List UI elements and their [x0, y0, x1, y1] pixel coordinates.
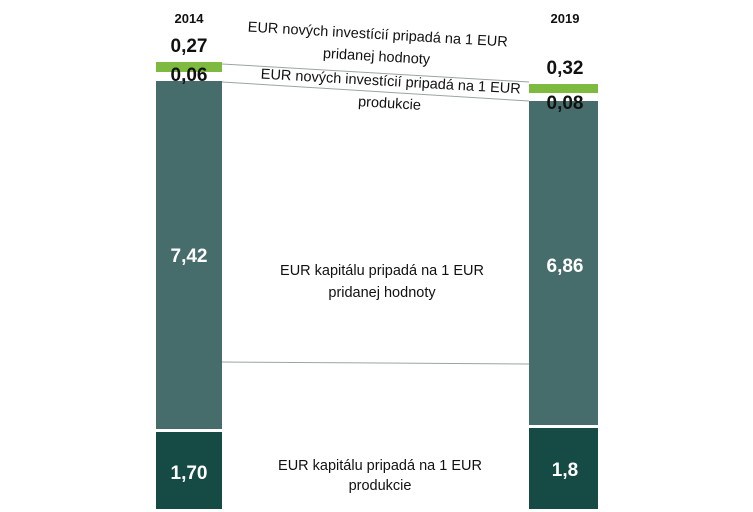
connector-line-capital-value-added: [221, 361, 530, 365]
value-label-2014-investment-value-added: 0,27: [171, 36, 208, 57]
bar-2019-investment-value-added: [529, 84, 598, 93]
annotation-capital-value-added: EUR kapitálu pripadá na 1 EUR pridanej h…: [280, 263, 484, 301]
bar-2019-capital-production: [529, 428, 598, 509]
connector-line-investment-value-added: [221, 63, 530, 83]
bar-2014-capital-production: [156, 432, 222, 509]
annotation-investment-production: EUR nových investícií pripadá na 1 EUR p…: [260, 67, 521, 114]
annotation-investment-value-added: EUR nových investícií pripadá na 1 EUR p…: [247, 20, 508, 69]
annotation-capital-production: EUR kapitálu pripadá na 1 EUR produkcie: [278, 458, 482, 494]
connector-line-investment-production: [221, 81, 530, 102]
value-label-2019-capital-production: 1,8: [552, 460, 578, 481]
value-label-2014-capital-production: 1,70: [171, 463, 208, 484]
annotation-line: produkcie: [349, 478, 412, 494]
annotation-line: pridanej hodnoty: [322, 46, 431, 68]
annotation-line: EUR kapitálu pripadá na 1 EUR: [280, 263, 484, 279]
value-label-2019-investment-production: 0,08: [547, 93, 584, 114]
bar-2014-investment-value-added: [156, 62, 222, 69]
bar-2019-capital-value-added: [529, 101, 598, 425]
annotation-line: produkcie: [358, 94, 422, 114]
year-label-2014: 2014: [175, 11, 205, 26]
annotation-line: pridanej hodnoty: [328, 285, 436, 301]
value-label-2019-investment-value-added: 0,32: [547, 58, 584, 79]
bar-2014-investment-production: [156, 69, 222, 72]
value-label-2019-capital-value-added: 6,86: [547, 256, 584, 277]
annotation-line: EUR nových investícií pripadá na 1 EUR: [247, 20, 508, 51]
value-label-2014-investment-production: 0,06: [171, 65, 208, 86]
annotation-line: EUR kapitálu pripadá na 1 EUR: [278, 458, 482, 474]
year-label-2019: 2019: [551, 11, 580, 26]
value-label-2014-capital-value-added: 7,42: [171, 246, 208, 267]
bar-2014-capital-value-added: [156, 81, 222, 429]
